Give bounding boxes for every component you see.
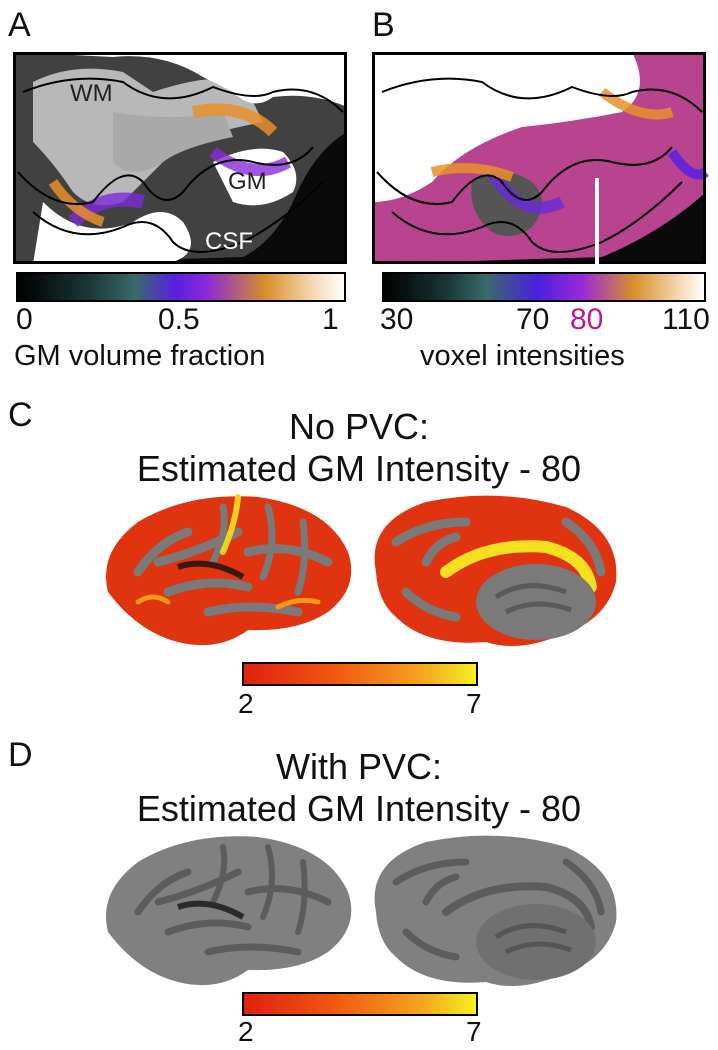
panel-b-tick-70: 70: [516, 303, 550, 336]
panel-d-lateral-brain: [106, 836, 352, 986]
panel-d-colorbar-min: 2: [238, 1016, 254, 1047]
csf-label: CSF: [205, 228, 253, 255]
panel-b-intensity-map: [372, 52, 709, 264]
panel-a-letter: A: [8, 6, 31, 44]
panel-b-tick-110: 110: [662, 303, 710, 336]
panel-c-title-line2: Estimated GM Intensity - 80: [136, 448, 582, 489]
panel-b-colorbar: [382, 272, 706, 302]
panel-c-colorbar-max: 7: [466, 688, 482, 719]
panel-c-colorbar-min: 2: [238, 688, 254, 719]
panel-c-letter: C: [8, 396, 33, 434]
panel-b-tick-30: 30: [380, 303, 414, 336]
panel-a-tick-0-5: 0.5: [158, 303, 200, 336]
panel-a-tick-1: 1: [322, 303, 339, 336]
panel-d-title-line2: Estimated GM Intensity - 80: [136, 788, 582, 829]
panel-a-colorbar: [16, 272, 346, 302]
panel-d-letter: D: [8, 736, 33, 774]
panel-c-colorbar: [242, 662, 478, 686]
panel-d-medial-brain: [374, 835, 617, 986]
panel-d-colorbar: [242, 992, 478, 1016]
panel-c-medial-brain: [374, 495, 617, 646]
intensity-arrow: [586, 178, 608, 366]
panel-c-lateral-brain: [106, 494, 352, 646]
panel-a-voxel-map: [13, 52, 347, 264]
panel-b-letter: B: [372, 6, 395, 44]
panel-a-tick-0: 0: [16, 303, 33, 336]
panel-a-colorbar-label: GM volume fraction: [14, 340, 266, 372]
wm-label: WM: [70, 80, 113, 107]
gm-label: GM: [228, 168, 267, 195]
panel-d-title-line1: With PVC:: [275, 746, 443, 787]
panel-b-colorbar-label: voxel intensities: [420, 340, 625, 372]
panel-d-colorbar-max: 7: [466, 1016, 482, 1047]
panel-b-tick-80: 80: [570, 303, 604, 336]
panel-c-title-line1: No PVC:: [288, 406, 430, 447]
